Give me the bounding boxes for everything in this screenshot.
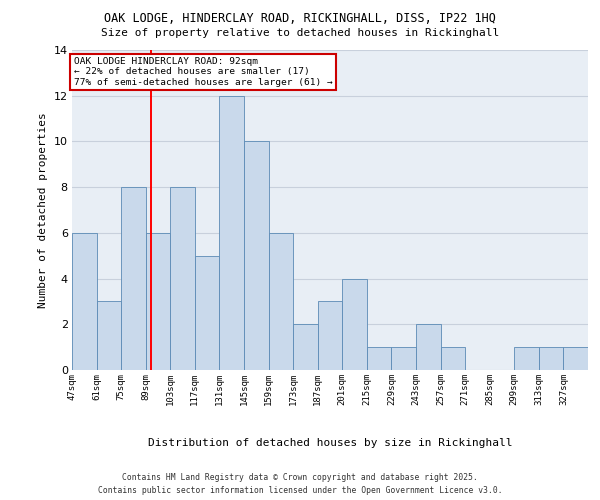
Text: Size of property relative to detached houses in Rickinghall: Size of property relative to detached ho… (101, 28, 499, 38)
Bar (416, 324, 440, 370)
Bar (146, 233, 170, 370)
Y-axis label: Number of detached properties: Number of detached properties (38, 112, 48, 308)
Bar (514, 347, 539, 370)
Bar (244, 142, 269, 370)
Bar (293, 324, 318, 370)
Text: OAK LODGE, HINDERCLAY ROAD, RICKINGHALL, DISS, IP22 1HQ: OAK LODGE, HINDERCLAY ROAD, RICKINGHALL,… (104, 12, 496, 26)
Bar (195, 256, 220, 370)
Bar (563, 347, 588, 370)
Bar (72, 233, 97, 370)
Bar (440, 347, 465, 370)
Bar (170, 187, 195, 370)
Bar (318, 302, 342, 370)
Bar (97, 302, 121, 370)
Text: Contains HM Land Registry data © Crown copyright and database right 2025.
Contai: Contains HM Land Registry data © Crown c… (98, 474, 502, 495)
Text: OAK LODGE HINDERCLAY ROAD: 92sqm
← 22% of detached houses are smaller (17)
77% o: OAK LODGE HINDERCLAY ROAD: 92sqm ← 22% o… (74, 57, 332, 86)
Bar (539, 347, 563, 370)
Bar (342, 278, 367, 370)
Bar (220, 96, 244, 370)
Bar (367, 347, 391, 370)
Bar (391, 347, 416, 370)
Bar (269, 233, 293, 370)
Text: Distribution of detached houses by size in Rickinghall: Distribution of detached houses by size … (148, 438, 512, 448)
Bar (121, 187, 146, 370)
